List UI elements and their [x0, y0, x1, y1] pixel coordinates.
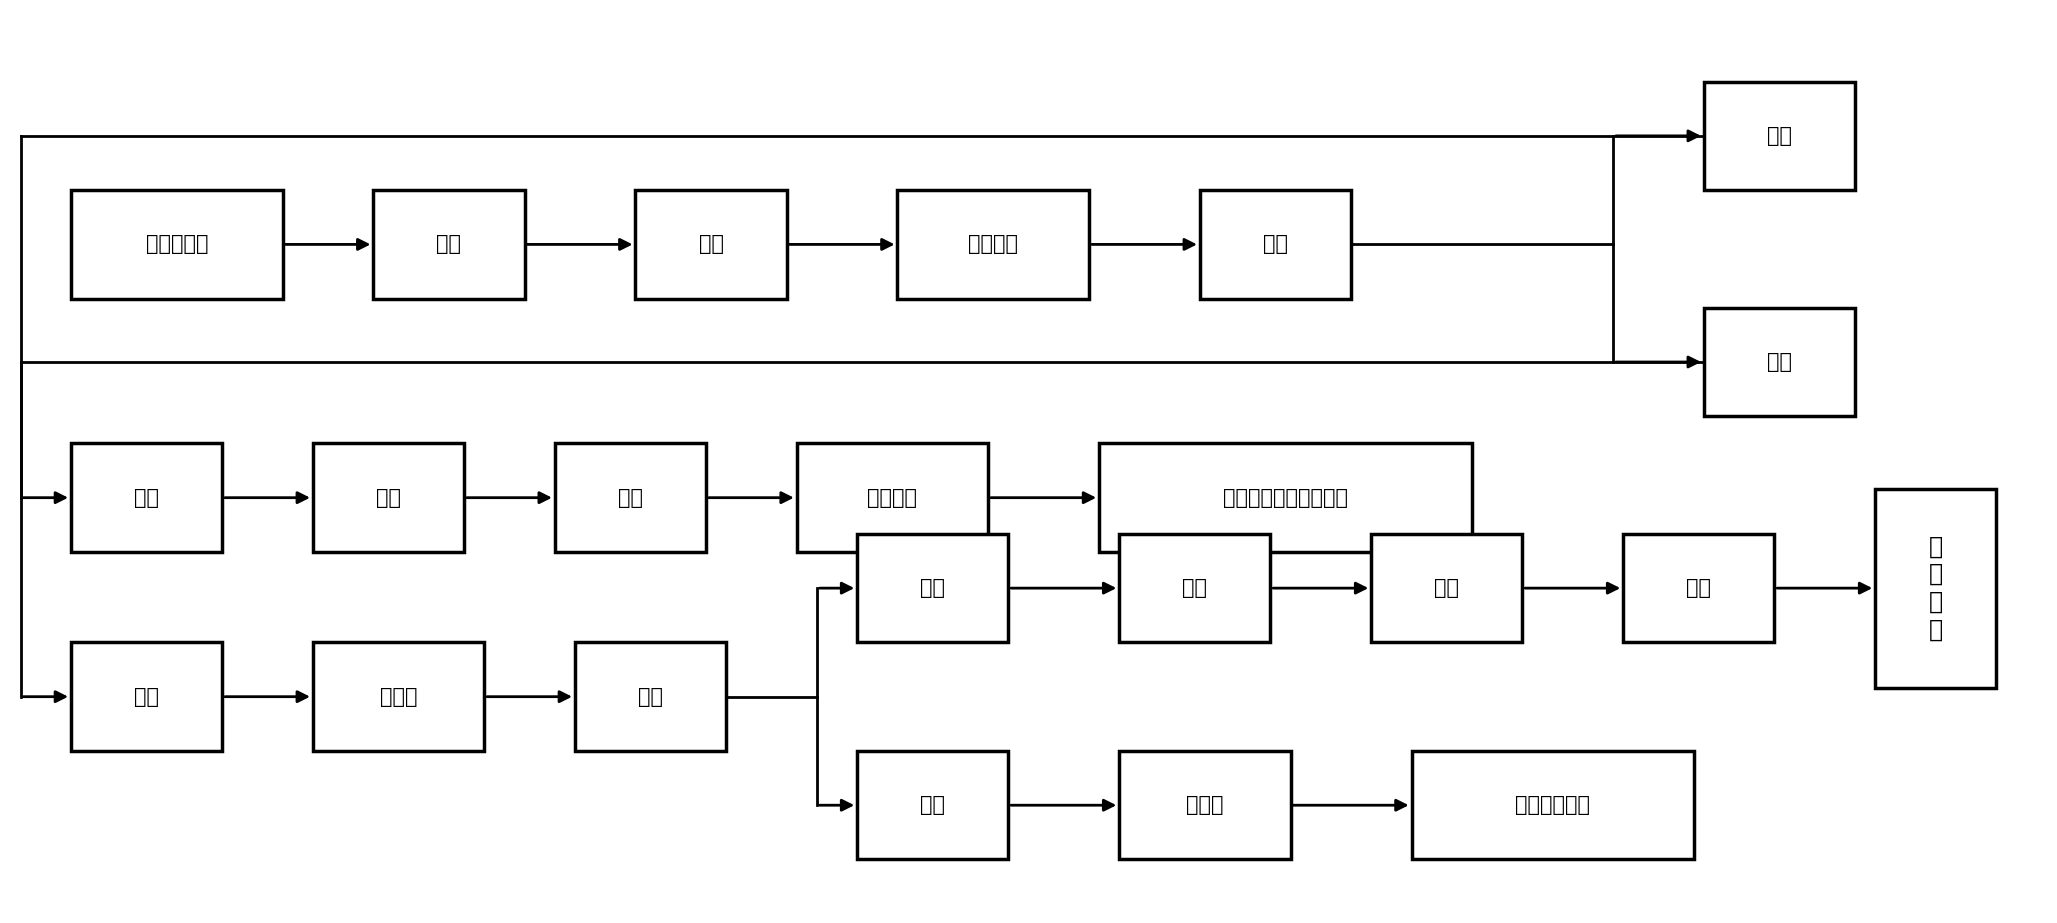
FancyBboxPatch shape: [555, 443, 706, 552]
FancyBboxPatch shape: [858, 533, 1008, 642]
Text: 滤渣: 滤渣: [919, 578, 946, 598]
Text: 浓盐酸: 浓盐酸: [381, 687, 418, 707]
FancyBboxPatch shape: [70, 190, 282, 299]
FancyBboxPatch shape: [1199, 190, 1351, 299]
Text: 七水氯化亚铈: 七水氯化亚铈: [1516, 796, 1590, 815]
FancyBboxPatch shape: [70, 642, 222, 751]
Text: 烘干: 烘干: [1434, 578, 1458, 598]
Text: 水晶石废料: 水晶石废料: [146, 234, 208, 255]
FancyBboxPatch shape: [1119, 533, 1271, 642]
Text: 滤渣: 滤渣: [1767, 352, 1792, 372]
FancyBboxPatch shape: [313, 443, 465, 552]
FancyBboxPatch shape: [1876, 488, 1995, 688]
Text: 研磨: 研磨: [436, 234, 461, 255]
FancyBboxPatch shape: [576, 642, 726, 751]
FancyBboxPatch shape: [1623, 533, 1775, 642]
Text: 分步结晶: 分步结晶: [868, 487, 917, 508]
Text: 冷凝: 冷凝: [617, 487, 644, 508]
FancyBboxPatch shape: [1703, 307, 1855, 416]
FancyBboxPatch shape: [1411, 751, 1693, 859]
Text: 过筛: 过筛: [699, 234, 724, 255]
Text: 滤液: 滤液: [919, 796, 946, 815]
Text: 滤液: 滤液: [1767, 126, 1792, 146]
Text: 过滤: 过滤: [638, 687, 662, 707]
Text: 钠、镁、钙磷酸盐晶体: 钠、镁、钙磷酸盐晶体: [1224, 487, 1347, 508]
Text: 浓缩: 浓缩: [376, 487, 401, 508]
FancyBboxPatch shape: [796, 443, 987, 552]
Text: 洗涤: 洗涤: [1183, 578, 1207, 598]
FancyBboxPatch shape: [374, 190, 525, 299]
Text: 磷酸除杂: 磷酸除杂: [969, 234, 1018, 255]
Text: 重结晶: 重结晶: [1187, 796, 1224, 815]
FancyBboxPatch shape: [70, 443, 222, 552]
FancyBboxPatch shape: [1372, 533, 1522, 642]
Text: 二
氧
化
硅: 二 氧 化 硅: [1929, 534, 1942, 641]
Text: 洗涤: 洗涤: [134, 687, 158, 707]
Text: 加热: 加热: [134, 487, 158, 508]
FancyBboxPatch shape: [1098, 443, 1473, 552]
FancyBboxPatch shape: [636, 190, 786, 299]
FancyBboxPatch shape: [1119, 751, 1290, 859]
FancyBboxPatch shape: [1703, 81, 1855, 190]
FancyBboxPatch shape: [858, 751, 1008, 859]
FancyBboxPatch shape: [897, 190, 1088, 299]
FancyBboxPatch shape: [313, 642, 483, 751]
Text: 焙烧: 焙烧: [1687, 578, 1711, 598]
Text: 过滤: 过滤: [1263, 234, 1288, 255]
